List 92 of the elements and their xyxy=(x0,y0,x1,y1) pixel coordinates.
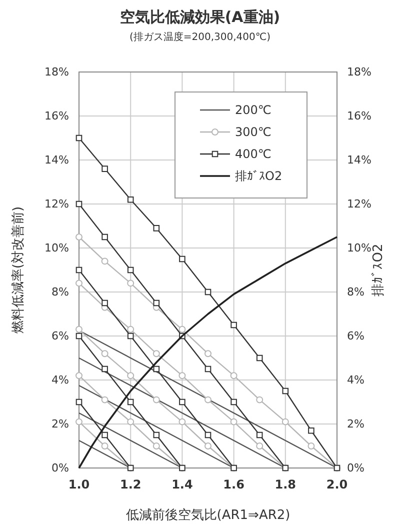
x-tick-label: 2.0 xyxy=(326,478,348,492)
point xyxy=(76,418,82,426)
point xyxy=(76,134,82,142)
y-tick-label: 0% xyxy=(52,462,69,475)
point xyxy=(153,225,160,232)
point xyxy=(102,300,108,306)
point xyxy=(152,442,160,450)
y-tick-label: 4% xyxy=(52,374,69,387)
point xyxy=(102,166,108,172)
point xyxy=(308,427,314,434)
y2-tick-label: 4% xyxy=(347,374,364,387)
y-tick-label: 10% xyxy=(44,242,69,255)
point xyxy=(127,266,134,274)
point xyxy=(179,398,186,406)
x-tick-label: 1.0 xyxy=(68,478,90,492)
point xyxy=(230,398,237,406)
point xyxy=(153,366,160,372)
point xyxy=(127,332,134,340)
y-tick-label: 12% xyxy=(44,198,69,211)
x-axis-title: 低減前後空気比(AR1⇒AR2) xyxy=(126,508,290,523)
y-tick-label: 18% xyxy=(44,66,69,79)
point xyxy=(204,442,212,450)
point xyxy=(76,372,82,380)
legend-label: 200℃ xyxy=(235,103,272,117)
y2-tick-label: 0% xyxy=(347,462,364,475)
point xyxy=(101,396,108,404)
point xyxy=(282,388,289,394)
point xyxy=(178,418,186,426)
point xyxy=(179,256,186,262)
x-tick-label: 1.2 xyxy=(120,478,142,492)
point xyxy=(101,442,108,450)
point xyxy=(256,396,264,404)
x-tick-label: 1.8 xyxy=(274,478,296,492)
point xyxy=(127,326,134,333)
y-tick-label: 16% xyxy=(44,110,69,123)
point xyxy=(256,432,263,438)
point xyxy=(127,196,134,203)
x-tick-label: 1.6 xyxy=(223,478,244,492)
point xyxy=(101,350,108,358)
point xyxy=(282,418,289,426)
point xyxy=(230,322,237,328)
legend-label: 排ｶﾞｽO2 xyxy=(235,169,282,183)
point xyxy=(256,442,264,450)
point xyxy=(76,200,82,208)
point xyxy=(76,398,82,406)
y2-tick-label: 16% xyxy=(347,110,372,123)
x-tick-label: 1.4 xyxy=(172,478,193,492)
point xyxy=(76,326,82,333)
point xyxy=(308,442,315,450)
y2-tick-label: 12% xyxy=(347,198,372,211)
y2-tick-label: 8% xyxy=(347,286,364,299)
point xyxy=(178,372,186,380)
point xyxy=(204,432,212,438)
point xyxy=(153,432,160,438)
y-tick-label: 6% xyxy=(52,330,69,343)
point xyxy=(127,398,134,406)
y-axis-title: 燃料低減率(対改善前) xyxy=(10,206,26,334)
point xyxy=(230,418,238,426)
point xyxy=(230,372,238,380)
point xyxy=(152,350,160,358)
y2-tick-label: 14% xyxy=(347,154,372,167)
point xyxy=(102,234,108,240)
point xyxy=(102,432,108,438)
point xyxy=(204,396,212,404)
point xyxy=(127,418,134,426)
y2-tick-label: 18% xyxy=(347,66,372,79)
point xyxy=(127,280,134,287)
point xyxy=(101,258,108,265)
legend-label: 300℃ xyxy=(235,125,272,139)
point xyxy=(152,396,160,404)
point xyxy=(204,350,212,358)
point xyxy=(102,366,108,372)
point xyxy=(153,300,160,306)
y-tick-label: 14% xyxy=(44,154,69,167)
y-tick-label: 2% xyxy=(52,418,69,431)
point xyxy=(76,332,82,340)
chart-title: 空気比低減効果(A重油) xyxy=(120,8,280,26)
point xyxy=(256,354,263,362)
y-tick-label: 8% xyxy=(52,286,69,299)
point xyxy=(204,366,212,372)
y2-tick-label: 6% xyxy=(347,330,364,343)
point xyxy=(76,234,82,240)
point xyxy=(178,326,186,333)
chart-subtitle: (排ガス温度=200,300,400℃) xyxy=(129,31,271,43)
legend-label: 400℃ xyxy=(235,147,272,161)
point xyxy=(204,288,212,296)
y2-tick-label: 10% xyxy=(347,242,372,255)
point xyxy=(76,266,82,274)
point xyxy=(127,372,134,380)
y2-tick-label: 2% xyxy=(347,418,364,431)
y2-axis-title: 排ｶﾞｽO2 xyxy=(371,244,386,296)
point xyxy=(76,280,82,287)
